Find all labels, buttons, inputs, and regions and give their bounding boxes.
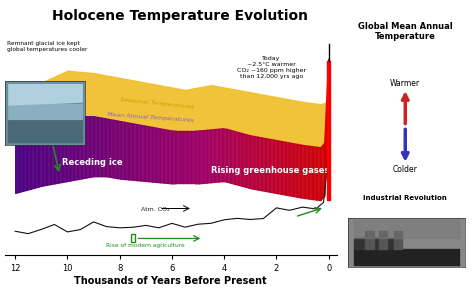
X-axis label: Thousands of Years Before Present: Thousands of Years Before Present bbox=[74, 276, 267, 286]
Text: Receding ice: Receding ice bbox=[62, 158, 123, 167]
Text: Global Mean Annual
Temperature: Global Mean Annual Temperature bbox=[358, 22, 453, 41]
Text: Remnant glacial ice kept
global temperatures cooler: Remnant glacial ice kept global temperat… bbox=[8, 41, 88, 52]
Text: Today
~2.5°C warmer
CO₂ ~160 ppm higher
than 12,000 yrs ago: Today ~2.5°C warmer CO₂ ~160 ppm higher … bbox=[237, 56, 306, 79]
Text: Colder: Colder bbox=[393, 165, 418, 174]
Text: Seasonal Temperatures: Seasonal Temperatures bbox=[120, 97, 194, 110]
Text: Warmer: Warmer bbox=[390, 79, 420, 88]
Text: Rise of modern agriculture: Rise of modern agriculture bbox=[107, 243, 185, 248]
Text: Rising greenhouse gases: Rising greenhouse gases bbox=[211, 166, 329, 175]
Text: Industrial Revolution: Industrial Revolution bbox=[364, 195, 447, 201]
Text: Atm. CO₂: Atm. CO₂ bbox=[141, 207, 169, 212]
Text: Mean Annual Temperatures: Mean Annual Temperatures bbox=[107, 112, 193, 123]
Text: Holocene Temperature Evolution: Holocene Temperature Evolution bbox=[52, 9, 308, 23]
Bar bbox=[131, 234, 136, 242]
